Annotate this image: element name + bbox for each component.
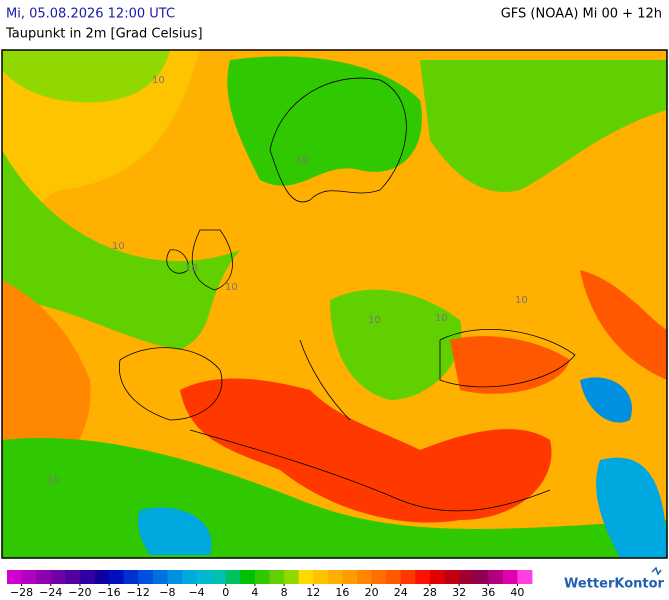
contour-label: 10	[185, 263, 198, 274]
legend-swatch	[327, 570, 343, 584]
legend-tick-label: 16	[335, 586, 349, 599]
map-area: 10 10 10 10 10 10 10 10 10	[1, 49, 668, 559]
russia-field	[420, 60, 667, 192]
legend-tick-label: 28	[423, 586, 437, 599]
legend-swatch	[21, 570, 37, 584]
legend-swatch	[123, 570, 139, 584]
legend-tick-label: 4	[251, 586, 258, 599]
legend-swatch	[36, 570, 52, 584]
coastlines	[118, 77, 576, 512]
legend-swatch	[357, 570, 372, 584]
map-frame	[1, 49, 668, 559]
green-field	[2, 50, 170, 103]
mediterranean-field	[180, 378, 552, 523]
legend-tick-label: 32	[452, 586, 466, 599]
legend-swatch	[7, 570, 22, 584]
legend-tick-label: 8	[281, 586, 288, 599]
balkans-field	[330, 289, 462, 400]
brand-icon	[651, 566, 662, 576]
legend-swatch	[517, 570, 533, 584]
legend-swatch	[50, 570, 66, 584]
contour-label: 10	[47, 475, 60, 486]
legend-tick-label: 36	[481, 586, 495, 599]
brand: WetterKontor	[564, 577, 665, 592]
legend-swatch	[138, 570, 154, 584]
legend-swatch	[502, 570, 518, 584]
legend-swatch	[152, 570, 168, 584]
subtitle: Taupunkt in 2m [Grad Celsius]	[5, 27, 203, 42]
contour-labels: 10 10 10 10 10 10 10 10 10	[47, 75, 528, 486]
legend-swatch	[109, 570, 125, 584]
date: Mi, 05.08.2026 12:00 UTC	[6, 7, 175, 22]
model-run: GFS (NOAA) Mi 00 + 12h	[501, 7, 662, 22]
legend-swatch	[196, 570, 212, 584]
scandinavia-field	[227, 56, 422, 186]
legend-tick-label: −4	[188, 586, 204, 599]
contour-label: 10	[152, 75, 165, 86]
legend-tick-label: −16	[97, 586, 120, 599]
legend-swatch	[211, 570, 227, 584]
legend-tick-label: 0	[222, 586, 229, 599]
legend-swatch	[400, 570, 416, 584]
contour-label: 10	[225, 282, 238, 293]
turkey-dry	[580, 377, 632, 423]
legend-swatch	[459, 570, 475, 584]
legend-tick-label: 20	[365, 586, 379, 599]
legend-swatch	[444, 570, 460, 584]
legend-swatch	[167, 570, 183, 584]
black-sea-field	[450, 336, 570, 394]
sahara-dry	[138, 507, 212, 555]
legend-swatch	[269, 570, 285, 584]
color-legend: −28 −24 −20 −16 −12 −8 −4 0 4 8 12 16 20 24 28 32 36 40	[7, 570, 533, 599]
legend-swatch	[240, 570, 256, 584]
legend-swatch	[65, 570, 81, 584]
legend-swatch	[94, 570, 110, 584]
legend-swatch	[182, 570, 197, 584]
legend-swatch	[225, 570, 241, 584]
legend-swatch	[371, 570, 387, 584]
legend-tick-label: −24	[39, 586, 62, 599]
legend-swatch	[79, 570, 95, 584]
atlantic-field	[2, 50, 200, 280]
middle-east-dry	[596, 457, 667, 558]
legend-swatch	[254, 570, 270, 584]
green-field	[2, 150, 240, 350]
caspian-field	[580, 270, 667, 380]
legend-tick-label: 40	[510, 586, 524, 599]
contour-label: 10	[435, 313, 448, 324]
contour-label: 10	[515, 295, 528, 306]
legend-swatch	[386, 570, 402, 584]
legend-tick-label: −12	[127, 586, 150, 599]
legend-swatch	[415, 570, 431, 584]
legend-tick-label: −20	[68, 586, 91, 599]
legend-swatch	[473, 570, 489, 584]
legend-tick-label: 24	[394, 586, 408, 599]
legend-swatch	[298, 570, 314, 584]
legend-tick-label: −8	[159, 586, 175, 599]
legend-tick-label: −28	[10, 586, 33, 599]
legend-swatch	[488, 570, 504, 584]
legend-swatch	[429, 570, 445, 584]
contour-label: 10	[368, 315, 381, 326]
legend-swatch	[284, 570, 300, 584]
legend-swatch	[342, 570, 358, 584]
brand-logo: WetterKontor	[564, 566, 665, 592]
contour-label: 10	[112, 241, 125, 252]
contour-label: 10	[296, 155, 309, 166]
legend-swatch	[313, 570, 329, 584]
legend-tick-label: 12	[306, 586, 320, 599]
